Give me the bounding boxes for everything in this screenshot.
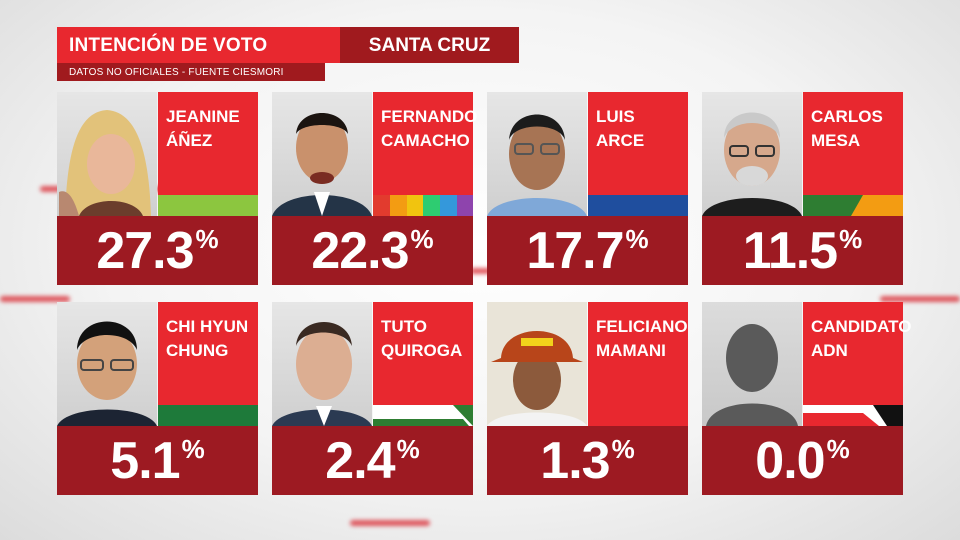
percent-sign: % xyxy=(611,434,635,464)
percent-sign: % xyxy=(839,224,863,254)
candidate-photo xyxy=(57,92,157,216)
name-line: ÁÑEZ xyxy=(166,131,213,150)
candidate-card: LUIS ARCE 17.7% xyxy=(487,92,688,285)
candidate-silhouette xyxy=(702,302,802,426)
percent-sign: % xyxy=(410,224,434,254)
decorative-streak xyxy=(0,296,70,302)
name-line: CANDIDATO xyxy=(811,317,912,336)
candidate-name: CHI HYUN CHUNG xyxy=(158,302,258,405)
name-line: JEANINE xyxy=(166,107,240,126)
name-line: CHUNG xyxy=(166,341,229,360)
name-line: MESA xyxy=(811,131,861,150)
name-line: ARCE xyxy=(596,131,645,150)
candidate-photo xyxy=(487,92,587,216)
candidate-card: CARLOS MESA 11.5% xyxy=(702,92,903,285)
vote-percentage: 11.5% xyxy=(702,216,903,285)
percent-sign: % xyxy=(826,434,850,464)
decorative-streak xyxy=(880,296,960,302)
percentage-value: 5.1 xyxy=(110,432,180,490)
candidate-name: FERNANDO CAMACHO xyxy=(373,92,478,195)
percent-sign: % xyxy=(195,224,219,254)
candidate-photo xyxy=(487,302,587,426)
candidate-card: TUTO QUIROGA 2.4% xyxy=(272,302,473,495)
percent-sign: % xyxy=(181,434,205,464)
party-flag xyxy=(158,195,258,216)
page-title: INTENCIÓN DE VOTO xyxy=(57,27,340,63)
party-flag xyxy=(588,195,688,216)
percentage-value: 0.0 xyxy=(755,432,825,490)
percentage-value: 17.7 xyxy=(526,222,624,280)
candidate-name: LUIS ARCE xyxy=(588,92,688,195)
region-label: SANTA CRUZ xyxy=(340,27,519,63)
candidate-name: CARLOS MESA xyxy=(803,92,903,195)
vote-percentage: 22.3% xyxy=(272,216,473,285)
party-flag xyxy=(803,405,903,426)
name-line: QUIROGA xyxy=(381,341,463,360)
vote-percentage: 2.4% xyxy=(272,426,473,495)
percentage-value: 27.3 xyxy=(96,222,194,280)
candidate-card: CANDIDATO ADN 0.0% xyxy=(702,302,912,495)
candidate-photo xyxy=(272,302,372,426)
percentage-value: 1.3 xyxy=(540,432,610,490)
candidate-card: JEANINE ÁÑEZ 27.3% xyxy=(57,92,258,285)
vote-percentage: 0.0% xyxy=(702,426,903,495)
party-flag xyxy=(803,195,903,216)
source-note: DATOS NO OFICIALES - FUENTE CIESMORI xyxy=(57,63,325,81)
candidate-name: JEANINE ÁÑEZ xyxy=(158,92,258,195)
candidate-name: TUTO QUIROGA xyxy=(373,302,473,405)
name-line: CAMACHO xyxy=(381,131,470,150)
name-line: ADN xyxy=(811,341,848,360)
name-line: FELICIANO xyxy=(596,317,688,336)
vote-percentage: 17.7% xyxy=(487,216,688,285)
party-flag xyxy=(588,405,688,426)
name-line: CARLOS xyxy=(811,107,883,126)
vote-percentage: 5.1% xyxy=(57,426,258,495)
name-line: MAMANI xyxy=(596,341,666,360)
candidate-photo xyxy=(57,302,157,426)
percent-sign: % xyxy=(396,434,420,464)
name-line: CHI HYUN xyxy=(166,317,249,336)
party-flag xyxy=(373,405,473,426)
percentage-value: 2.4 xyxy=(325,432,395,490)
candidate-card: FELICIANO MAMANI 1.3% xyxy=(487,302,688,495)
percentage-value: 22.3 xyxy=(311,222,409,280)
candidate-photo xyxy=(702,92,802,216)
candidate-name: FELICIANO MAMANI xyxy=(588,302,688,405)
candidate-photo xyxy=(272,92,372,216)
candidate-card: FERNANDO CAMACHO 22.3% xyxy=(272,92,478,285)
name-line: TUTO xyxy=(381,317,427,336)
candidate-card: CHI HYUN CHUNG 5.1% xyxy=(57,302,258,495)
candidate-name: CANDIDATO ADN xyxy=(803,302,912,405)
vote-percentage: 1.3% xyxy=(487,426,688,495)
decorative-streak xyxy=(350,520,430,526)
name-line: LUIS xyxy=(596,107,635,126)
party-flag xyxy=(373,195,473,216)
name-line: FERNANDO xyxy=(381,107,478,126)
header-banner: INTENCIÓN DE VOTO SANTA CRUZ xyxy=(57,27,519,63)
percentage-value: 11.5 xyxy=(742,222,838,280)
party-flag xyxy=(158,405,258,426)
vote-percentage: 27.3% xyxy=(57,216,258,285)
percent-sign: % xyxy=(625,224,649,254)
